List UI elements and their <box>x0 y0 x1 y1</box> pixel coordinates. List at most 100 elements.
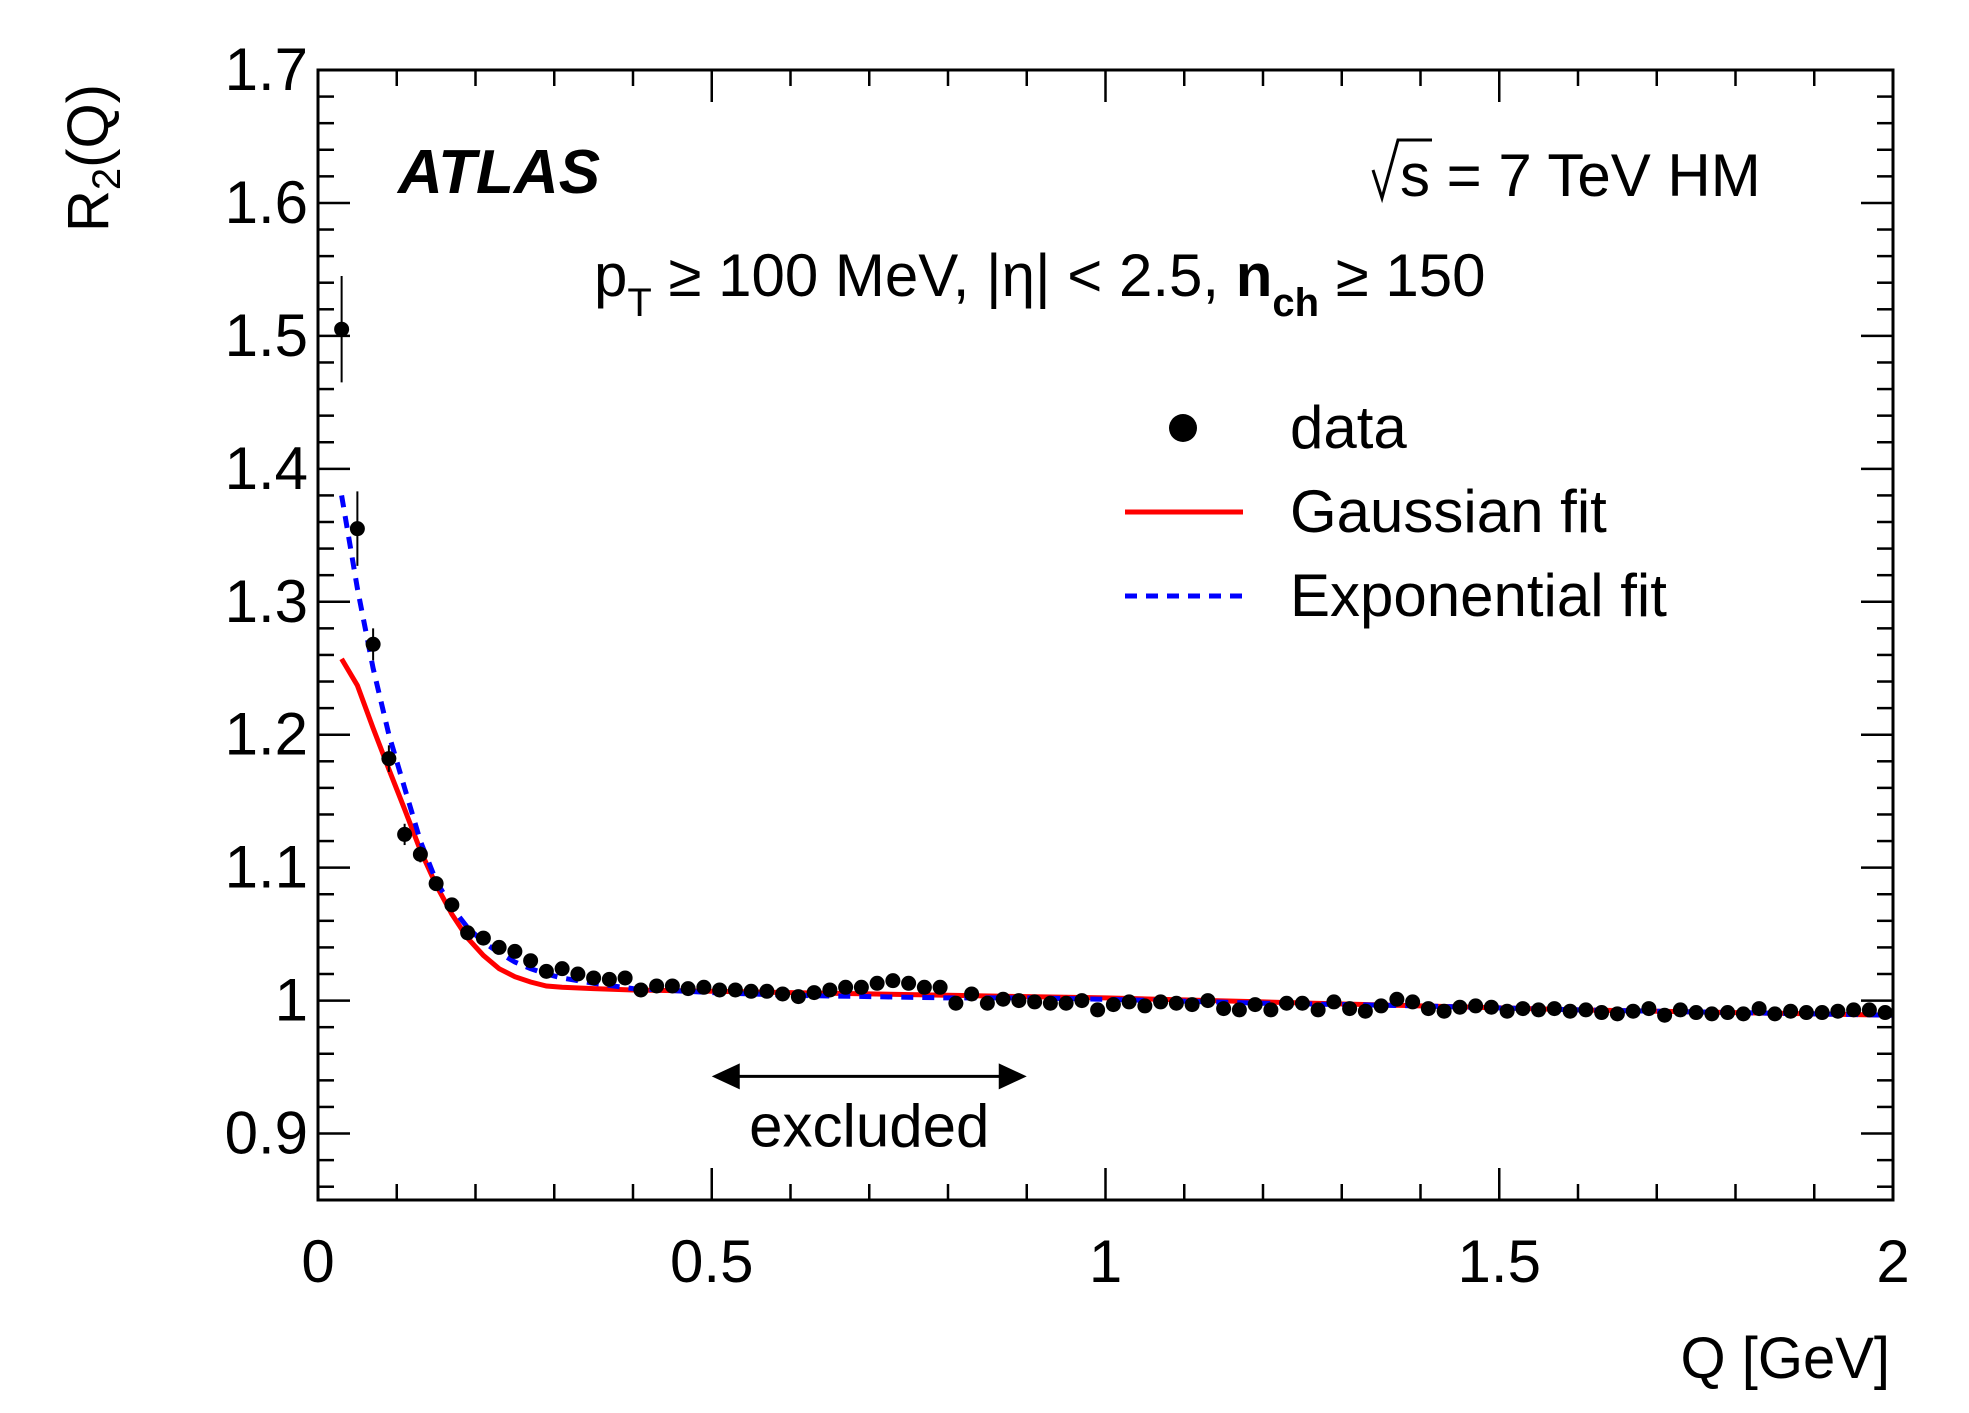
data-marker <box>1137 998 1153 1014</box>
data-marker <box>1058 995 1074 1011</box>
x-tick-label: 1.5 <box>1458 1228 1541 1295</box>
data-marker <box>901 975 917 991</box>
data-point <box>1373 998 1389 1014</box>
data-point <box>412 846 428 863</box>
data-point <box>428 876 444 892</box>
data-point <box>1294 995 1310 1011</box>
svg-text:s = 7 TeV HM: s = 7 TeV HM <box>1400 142 1761 209</box>
data-point <box>1672 1002 1688 1018</box>
data-marker <box>1011 993 1027 1009</box>
data-marker <box>460 925 476 941</box>
data-point <box>1027 994 1043 1010</box>
data-point <box>727 982 743 998</box>
data-marker <box>1720 1005 1736 1021</box>
data-point <box>1121 994 1137 1010</box>
data-marker <box>1452 999 1468 1015</box>
data-point <box>1389 991 1405 1007</box>
data-point <box>1231 1002 1247 1018</box>
data-marker <box>1184 997 1200 1013</box>
data-point <box>1641 1001 1657 1017</box>
data-marker <box>932 979 948 995</box>
data-marker <box>397 826 413 842</box>
data-marker <box>1609 1006 1625 1022</box>
data-point <box>979 995 995 1011</box>
data-point <box>1326 994 1342 1010</box>
data-marker <box>1042 995 1058 1011</box>
axis-ticks <box>316 68 1895 1200</box>
data-point <box>1609 1006 1625 1022</box>
excluded-arrow-left-head <box>711 1063 740 1090</box>
data-marker <box>995 991 1011 1007</box>
data-marker <box>1468 998 1484 1014</box>
data-marker <box>649 978 665 994</box>
data-point <box>444 897 460 913</box>
plot-frame <box>316 68 1895 1202</box>
data-point <box>1168 995 1184 1011</box>
data-marker <box>570 966 586 982</box>
data-point <box>1042 995 1058 1011</box>
data-point <box>916 979 932 995</box>
data-point <box>743 983 759 999</box>
data-point <box>1877 1005 1893 1021</box>
y-tick-label: 1.5 <box>225 302 308 369</box>
data-point <box>601 971 617 987</box>
data-marker <box>680 981 696 997</box>
data-point <box>523 953 539 969</box>
data-marker <box>601 971 617 987</box>
data-marker <box>948 995 964 1011</box>
excluded-annotation: excluded <box>711 1063 1027 1159</box>
data-point <box>1720 1005 1736 1021</box>
data-marker <box>1231 1002 1247 1018</box>
y-tick-labels: 0.9 1 1.1 1.2 1.3 1.4 1.5 1.6 1.7 <box>225 36 308 1167</box>
svg-text:R2(Q): R2(Q) <box>56 84 129 232</box>
data-point <box>1704 1006 1720 1022</box>
data-marker <box>664 978 680 994</box>
data-marker <box>365 636 381 652</box>
x-tick-labels: 0 0.5 1 1.5 2 <box>301 1228 1909 1295</box>
excluded-arrow-right-head <box>998 1063 1027 1090</box>
x-tick-label: 2 <box>1876 1228 1909 1295</box>
data-point <box>570 966 586 982</box>
data-marker <box>1625 1003 1641 1019</box>
data-marker <box>885 973 901 989</box>
data-marker <box>1814 1005 1830 1021</box>
fit-curves <box>339 494 1894 1018</box>
data-point <box>1247 997 1263 1013</box>
data-point <box>1735 1006 1751 1022</box>
data-point <box>1483 999 1499 1015</box>
data-point <box>1200 993 1216 1009</box>
data-point <box>1310 1002 1326 1018</box>
data-marker <box>1027 994 1043 1010</box>
x-tick-label: 1 <box>1089 1228 1122 1295</box>
data-marker <box>696 979 712 995</box>
data-marker <box>838 979 854 995</box>
data-point <box>1578 1002 1594 1018</box>
data-point <box>712 982 728 998</box>
y-tick-label: 1 <box>275 967 308 1034</box>
data-point <box>365 628 381 661</box>
data-marker <box>1279 995 1295 1011</box>
data-point <box>964 986 980 1002</box>
data-point <box>1074 993 1090 1009</box>
data-marker <box>1515 1001 1531 1017</box>
data-point <box>334 276 350 383</box>
data-point <box>853 979 869 995</box>
data-marker <box>412 846 428 862</box>
data-marker <box>633 982 649 998</box>
data-point <box>554 961 570 977</box>
data-marker <box>1751 1001 1767 1017</box>
data-marker <box>1861 1002 1877 1018</box>
data-point <box>775 986 791 1002</box>
data-point <box>1420 1001 1436 1017</box>
data-marker <box>1074 993 1090 1009</box>
gaussian-fit-curve <box>339 657 1894 1018</box>
data-point <box>995 991 1011 1007</box>
data-point <box>1688 1005 1704 1021</box>
data-point <box>948 995 964 1011</box>
data-point <box>1153 994 1169 1010</box>
data-marker <box>538 963 554 979</box>
data-marker <box>1326 994 1342 1010</box>
data-marker <box>1877 1005 1893 1021</box>
data-marker <box>1436 1003 1452 1019</box>
data-marker <box>1783 1003 1799 1019</box>
